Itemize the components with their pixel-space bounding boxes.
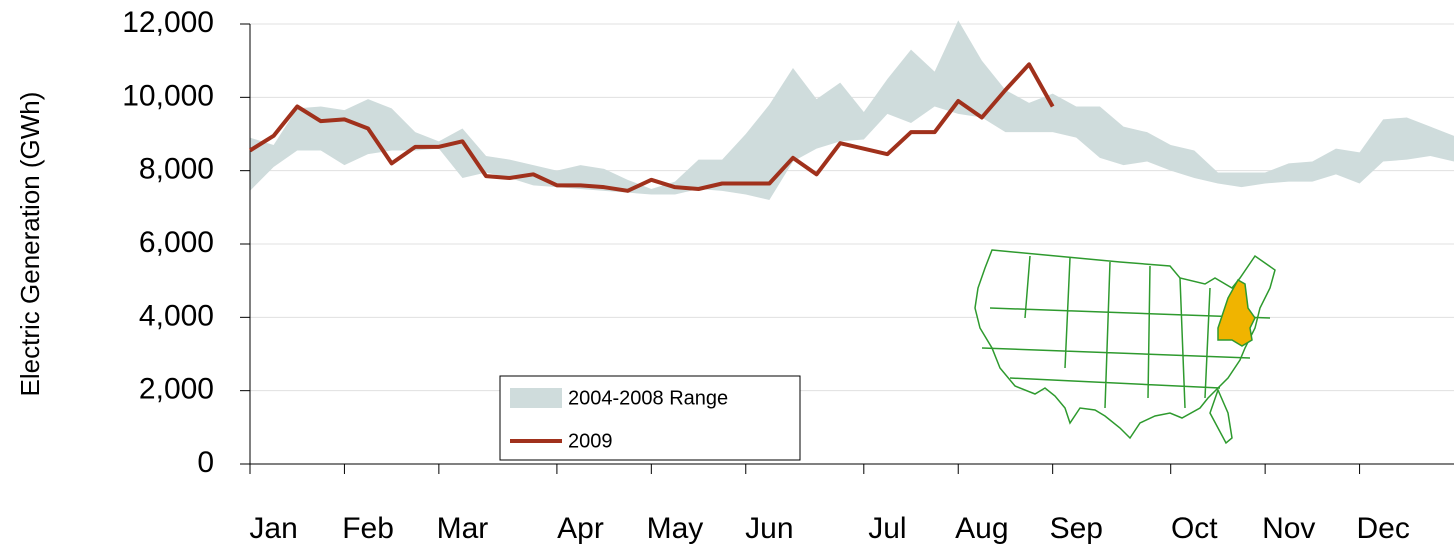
x-tick-label: May bbox=[647, 512, 704, 545]
y-tick-label: 6,000 bbox=[139, 226, 214, 259]
map-outline bbox=[974, 249, 1276, 440]
line-2009 bbox=[248, 62, 1055, 193]
legend: 2004-2008 Range 2009 bbox=[499, 375, 801, 461]
x-tick-label: Feb bbox=[342, 512, 394, 545]
y-axis-title: Electric Generation (GWh) bbox=[15, 92, 45, 397]
y-tick-label: 8,000 bbox=[139, 153, 214, 186]
y-tick-label: 0 bbox=[197, 446, 214, 479]
x-tick-label: Apr bbox=[557, 512, 604, 545]
x-tick-label: Jul bbox=[868, 512, 906, 545]
x-tick-label: Sep bbox=[1050, 512, 1103, 545]
legend-swatch bbox=[510, 388, 562, 408]
y-tick-label: 12,000 bbox=[122, 6, 214, 39]
x-tick-label: Jun bbox=[745, 512, 793, 545]
x-tick-label: Oct bbox=[1171, 512, 1218, 545]
y-tick-label: 2,000 bbox=[139, 373, 214, 406]
range-band bbox=[250, 20, 1454, 201]
x-tick-label: Jan bbox=[249, 512, 297, 545]
x-tick-label: Aug bbox=[955, 512, 1008, 545]
map-highlight bbox=[1217, 278, 1256, 347]
legend-label: 2009 bbox=[568, 430, 613, 452]
y-tick-label: 4,000 bbox=[139, 299, 214, 332]
map-borders bbox=[981, 255, 1271, 409]
x-tick-label: Mar bbox=[437, 512, 489, 545]
y-tick-label: 10,000 bbox=[122, 79, 214, 112]
map-florida bbox=[1209, 387, 1233, 445]
us-map bbox=[974, 249, 1276, 445]
x-tick-label: Dec bbox=[1356, 512, 1409, 545]
x-tick-label: Nov bbox=[1262, 512, 1315, 545]
legend-label: 2004-2008 Range bbox=[568, 387, 728, 409]
